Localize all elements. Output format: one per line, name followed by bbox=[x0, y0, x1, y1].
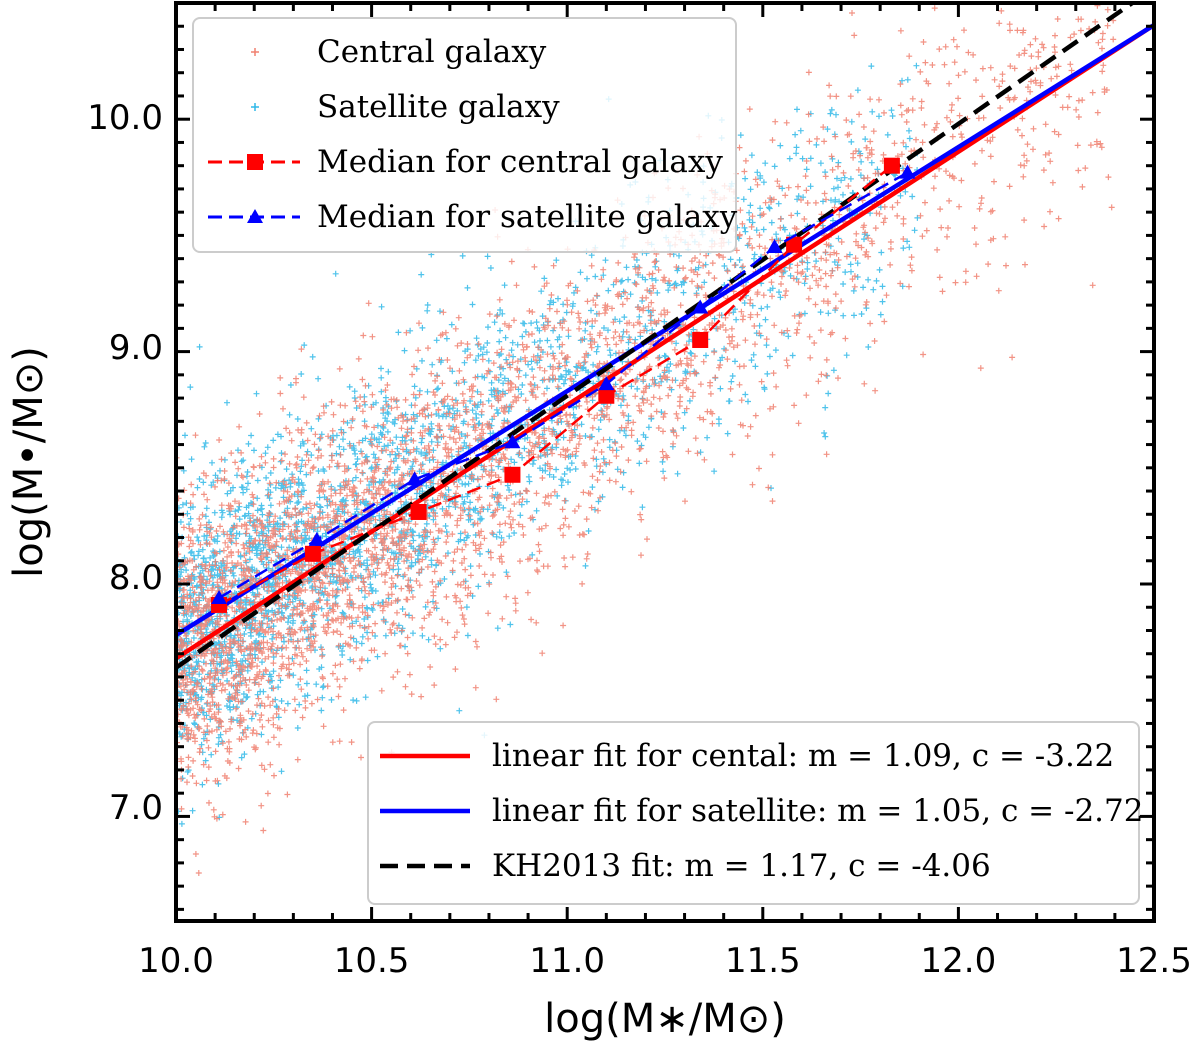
legend-entry-fit-central: linear fit for cental: m = 1.09, c = -3.… bbox=[492, 738, 1114, 774]
median-satellite-marker bbox=[692, 299, 709, 314]
y-tick-label: 9.0 bbox=[109, 328, 163, 368]
x-tick-labels: 10.0 10.5 11.0 11.5 12.0 12.5 bbox=[138, 941, 1192, 981]
median-satellite-marker bbox=[211, 589, 228, 604]
median-satellite-line bbox=[218, 171, 909, 600]
median-central-marker bbox=[786, 236, 803, 253]
legend-entry-median-central: Median for central galaxy bbox=[317, 144, 723, 180]
legend-bottom-swatches bbox=[380, 753, 470, 869]
kh2013-fit-line bbox=[176, 3, 1137, 670]
median-series-layer bbox=[211, 157, 916, 613]
x-tick-label: 12.5 bbox=[1116, 941, 1192, 981]
y-axis-label: log(M•/M⊙) bbox=[6, 346, 52, 578]
legend-entry-central-galaxy: Central galaxy bbox=[317, 34, 547, 70]
median-central-marker bbox=[304, 545, 321, 562]
axis-ticks bbox=[174, 1, 1156, 921]
legend-swatch-median-central-marker bbox=[247, 154, 263, 170]
median-central-marker bbox=[410, 503, 427, 520]
median-central-line bbox=[218, 164, 893, 606]
x-axis-label: log(M∗/M⊙) bbox=[544, 996, 786, 1042]
median-central-marker bbox=[598, 387, 615, 404]
y-tick-label: 10.0 bbox=[87, 98, 163, 138]
legend-entry-satellite-galaxy: Satellite galaxy bbox=[317, 89, 560, 125]
legend-swatch-satellite-plus bbox=[251, 103, 259, 111]
median-satellite-marker bbox=[308, 531, 325, 546]
legend-top: Central galaxy Satellite galaxy Median f… bbox=[192, 17, 738, 253]
central-points bbox=[176, 3, 1117, 921]
legend-top-box bbox=[192, 17, 737, 253]
legend-swatch-median-satellite-marker bbox=[247, 209, 263, 223]
legend-bottom: linear fit for cental: m = 1.09, c = -3.… bbox=[367, 721, 1143, 905]
x-tick-label: 10.0 bbox=[138, 941, 214, 981]
legend-top-swatches bbox=[208, 48, 300, 223]
median-central-marker bbox=[692, 331, 709, 348]
x-tick-label: 11.0 bbox=[529, 941, 605, 981]
legend-entry-fit-kh2013: KH2013 fit: m = 1.17, c = -4.06 bbox=[492, 848, 991, 884]
legend-entry-median-satellite: Median for satellite galaxy bbox=[317, 199, 738, 235]
median-central-marker bbox=[883, 157, 900, 174]
x-tick-label: 11.5 bbox=[725, 941, 801, 981]
median-satellite-marker bbox=[598, 376, 615, 391]
scatter-points-layer bbox=[176, 3, 1117, 921]
x-tick-label: 10.5 bbox=[334, 941, 410, 981]
fit-lines-layer bbox=[176, 3, 1154, 670]
y-tick-label: 8.0 bbox=[109, 558, 163, 598]
y-tick-label: 7.0 bbox=[109, 788, 163, 828]
median-satellite-marker bbox=[406, 471, 423, 486]
y-tick-labels: 7.0 8.0 9.0 10.0 bbox=[87, 98, 163, 828]
legend-swatch-central-plus bbox=[251, 48, 259, 56]
median-satellite-marker bbox=[899, 164, 916, 179]
legend-entry-fit-satellite: linear fit for satellite: m = 1.05, c = … bbox=[492, 793, 1143, 829]
median-satellite-marker bbox=[766, 239, 783, 254]
median-central-marker bbox=[504, 466, 521, 483]
legend-bottom-box bbox=[367, 721, 1140, 905]
median-satellite-marker bbox=[504, 434, 521, 449]
plot-frame bbox=[174, 1, 1156, 923]
x-tick-label: 12.0 bbox=[921, 941, 997, 981]
